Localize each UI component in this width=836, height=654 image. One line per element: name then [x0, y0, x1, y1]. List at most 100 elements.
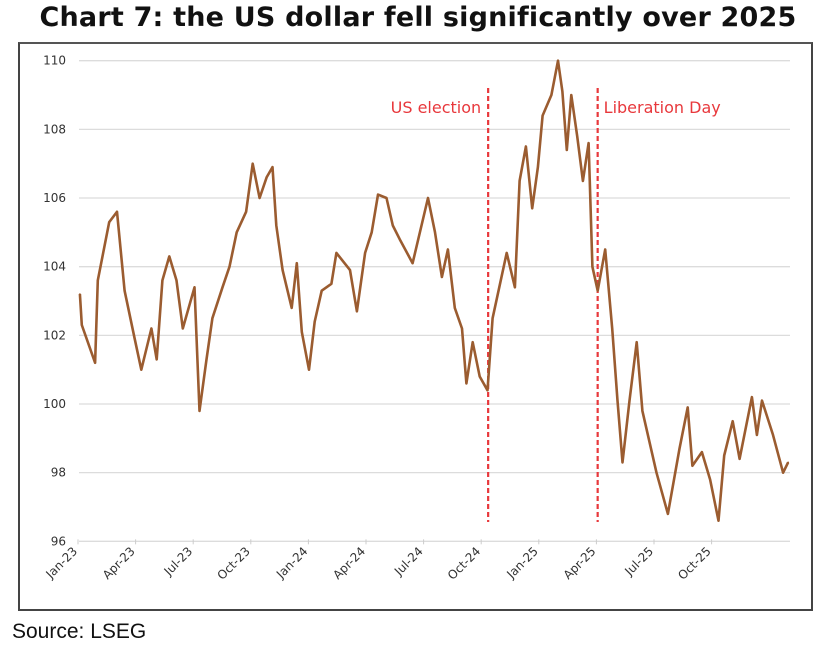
data-point	[570, 94, 573, 96]
data-point	[557, 59, 559, 62]
data-point	[750, 396, 753, 399]
data-point	[265, 176, 268, 179]
data-point	[313, 320, 316, 323]
x-tick-label: Oct-24	[445, 544, 483, 582]
data-point	[370, 231, 373, 234]
source-note: Source: LSEG	[12, 620, 147, 643]
y-tick-label: 102	[43, 328, 66, 342]
data-point	[550, 94, 553, 96]
data-point	[123, 289, 126, 292]
data-point	[96, 279, 99, 282]
data-point	[385, 197, 388, 199]
data-point	[478, 375, 481, 378]
y-tick-label: 100	[43, 397, 66, 411]
data-point	[221, 286, 224, 289]
x-tick-label: Oct-25	[675, 544, 713, 582]
data-point	[700, 451, 703, 453]
data-point	[691, 464, 694, 467]
data-point	[628, 399, 631, 402]
data-point	[525, 145, 527, 148]
data-point	[787, 461, 790, 464]
data-point	[591, 265, 594, 268]
data-point	[505, 252, 508, 254]
data-point	[531, 207, 534, 210]
data-point	[666, 512, 669, 515]
data-point	[168, 255, 171, 258]
data-point	[772, 433, 774, 436]
data-point	[709, 478, 711, 481]
data-point	[198, 409, 201, 412]
data-point	[434, 231, 436, 234]
data-point	[541, 114, 544, 117]
data-point	[295, 262, 298, 265]
data-point	[140, 368, 143, 371]
data-point	[228, 265, 231, 268]
data-point	[235, 231, 238, 234]
y-tick-label: 104	[43, 260, 66, 274]
data-point	[723, 454, 726, 457]
data-point	[320, 289, 323, 292]
data-point	[193, 286, 196, 289]
data-point	[611, 327, 614, 330]
data-point	[155, 358, 158, 361]
data-point	[686, 406, 689, 409]
data-point	[335, 252, 338, 254]
x-tick-label: Jan-23	[43, 544, 81, 582]
data-point	[175, 279, 178, 282]
data-point	[587, 142, 590, 144]
data-point	[561, 90, 564, 93]
data-point	[251, 162, 254, 165]
data-point	[398, 238, 401, 241]
data-point	[258, 197, 261, 199]
y-tick-label: 106	[43, 191, 66, 205]
y-axis-ticks: 96 98 100 102 104 106 108 110	[43, 54, 66, 549]
data-point	[364, 252, 367, 254]
data-point	[290, 306, 293, 309]
series	[78, 59, 790, 523]
chart-title: Chart 7: the US dollar fell significantl…	[39, 2, 797, 33]
data-point	[205, 358, 208, 361]
data-point	[738, 458, 741, 460]
x-tick-label: Jul-23	[161, 544, 196, 579]
x-tick-label: Jan-24	[273, 544, 311, 582]
y-tick-label: 96	[51, 534, 66, 548]
data-point	[441, 276, 443, 278]
x-axis-ticks: Jan-23 Apr-23 Jul-23 Oct-23 Jan-24 Apr-24 Jul-…	[43, 539, 714, 583]
data-point	[782, 471, 784, 474]
data-point	[537, 166, 539, 169]
x-tick-label: Apr-25	[561, 544, 599, 582]
data-point	[133, 337, 136, 340]
data-point	[181, 327, 184, 330]
data-point	[271, 166, 274, 169]
data-point	[116, 210, 118, 213]
data-point	[731, 420, 734, 423]
data-point	[717, 519, 720, 522]
data-point	[411, 262, 414, 265]
data-point	[486, 389, 489, 392]
data-point	[756, 433, 758, 436]
data-point	[465, 382, 468, 385]
data-point	[461, 327, 463, 330]
chart-frame	[18, 42, 813, 611]
x-tick-label: Apr-23	[100, 544, 138, 582]
data-point	[655, 471, 658, 474]
data-point	[641, 409, 644, 412]
data-point	[471, 341, 474, 344]
data-point	[616, 399, 619, 402]
data-point	[275, 224, 278, 227]
data-point	[427, 197, 429, 199]
data-point	[356, 310, 358, 313]
data-point	[761, 399, 763, 402]
x-tick-label: Apr-24	[330, 544, 368, 582]
data-point	[581, 179, 584, 182]
data-point	[161, 279, 164, 282]
data-point	[308, 368, 310, 371]
data-point	[281, 269, 284, 272]
data-point	[211, 317, 214, 320]
data-point	[576, 135, 579, 138]
x-tick-label: Jan-25	[503, 544, 541, 582]
data-point	[678, 447, 681, 450]
data-point	[300, 331, 303, 333]
data-point	[150, 327, 153, 330]
